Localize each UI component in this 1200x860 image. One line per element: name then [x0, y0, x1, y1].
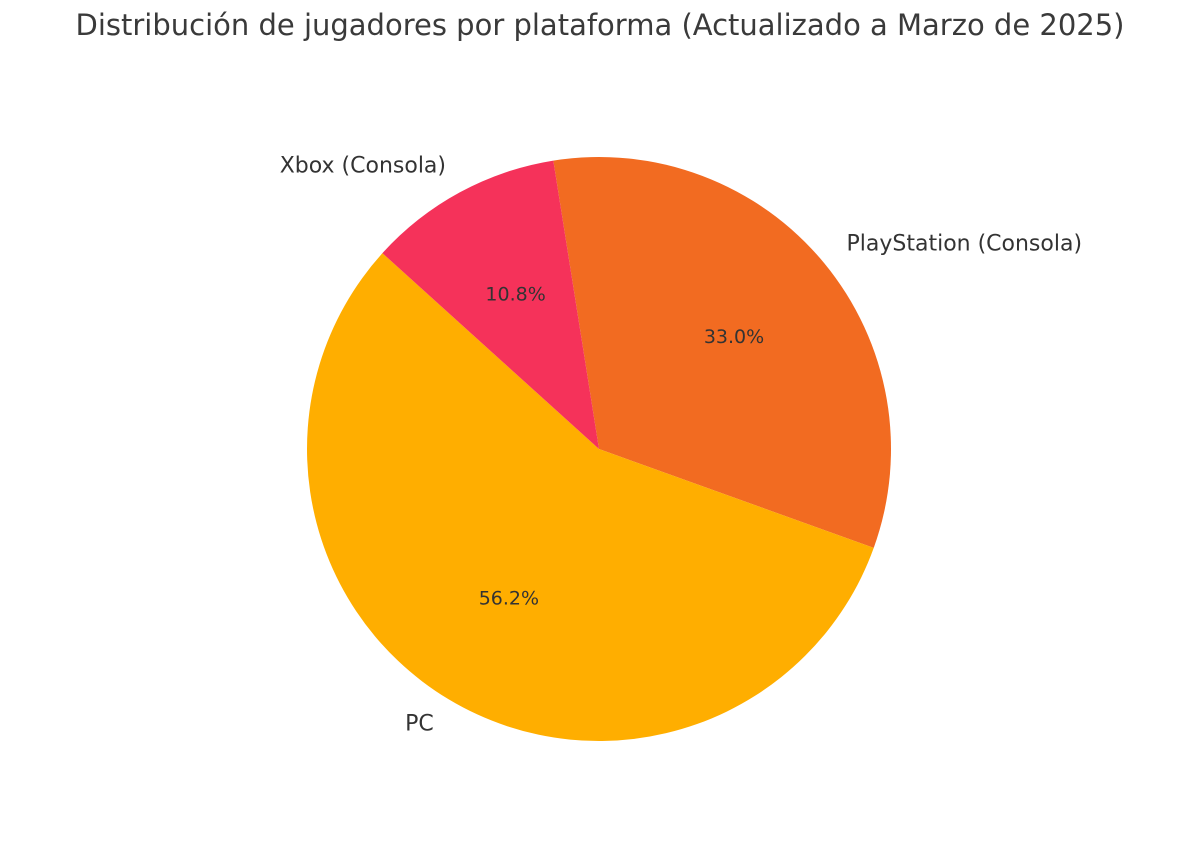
pie-slices	[307, 157, 892, 741]
pie-slice-0	[553, 157, 892, 548]
chart-title: Distribución de jugadores por plataforma…	[75, 8, 1125, 42]
category-label-1: PC	[405, 711, 434, 736]
pie-slice-1	[307, 253, 874, 741]
pie-slice-2	[382, 160, 599, 449]
percent-label-1: 56.2%	[479, 588, 539, 610]
percent-label-2: 10.8%	[485, 283, 545, 305]
category-label-2: Xbox (Consola)	[280, 154, 446, 179]
percent-label-0: 33.0%	[704, 326, 764, 348]
pie-labels: PlayStation (Consola) 33.0% PC 56.2% Xbox (C…	[280, 154, 1082, 737]
category-label-0: PlayStation (Consola)	[847, 231, 1083, 256]
